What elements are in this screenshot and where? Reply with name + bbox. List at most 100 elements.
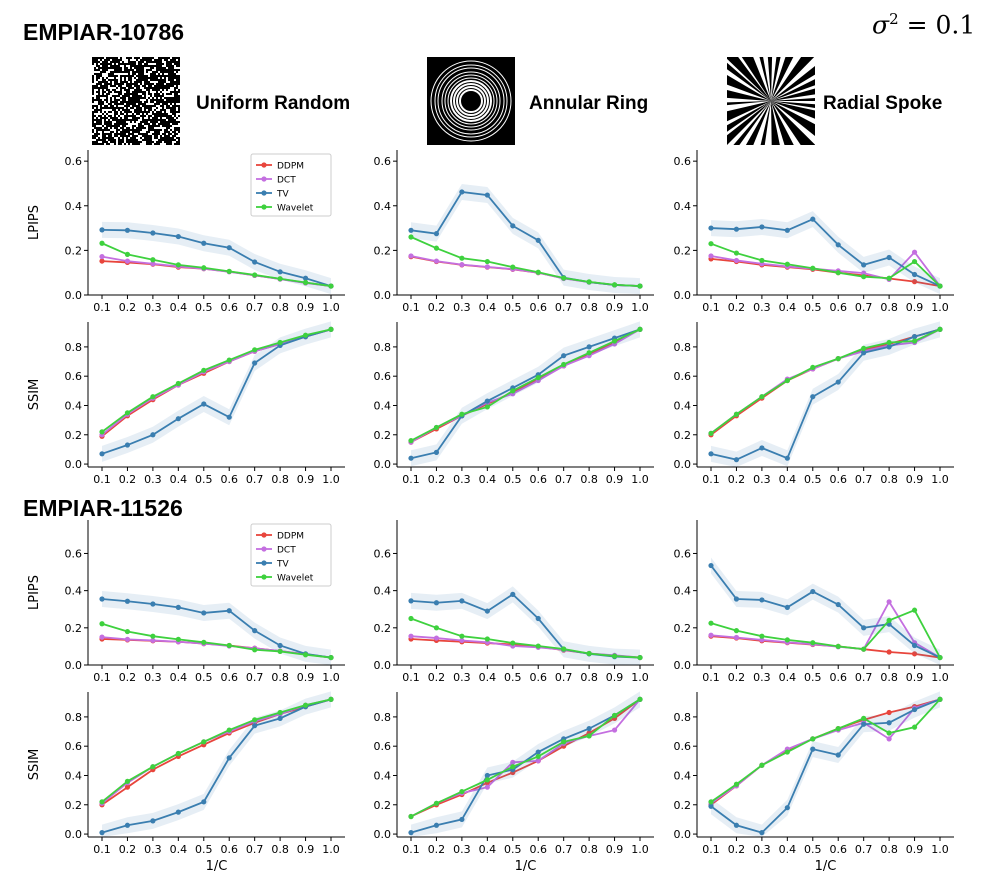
data-point-wavelet <box>937 654 943 661</box>
data-point-wavelet <box>835 270 841 276</box>
tv-band <box>411 321 640 467</box>
x-tick-label: 0.3 <box>144 671 162 684</box>
data-point-wavelet <box>226 268 232 274</box>
data-point-tv <box>810 746 816 752</box>
data-point-ddpm <box>124 784 131 790</box>
y-tick-label: 0.4 <box>374 769 392 782</box>
series-line-wavelet <box>410 328 641 442</box>
chart-panel-3-2: 0.0 0.2 0.4 0.6 0.1 0.2 0.3 0.4 0.5 0.6 0.7 0.8 0.9 1… <box>374 520 654 684</box>
x-tick-label: 0.1 <box>702 301 720 314</box>
data-point-wavelet <box>459 788 465 795</box>
data-point-wavelet <box>861 274 867 280</box>
series-line-wavelet <box>410 236 641 287</box>
x-axis-label: 1/C <box>515 859 537 874</box>
data-point-tv <box>175 416 181 422</box>
data-point-wavelet <box>611 282 618 288</box>
x-tick-label: 0.8 <box>880 843 898 856</box>
x-tick-label: 1.0 <box>631 473 649 486</box>
data-point-tv <box>861 262 867 268</box>
data-point-tv <box>201 799 207 805</box>
data-point-tv <box>124 227 131 233</box>
x-tick-label: 0.8 <box>271 671 289 684</box>
x-tick-label: 0.3 <box>144 473 162 486</box>
tv-band <box>411 183 640 295</box>
sigma-symbol: σ <box>872 10 890 40</box>
data-point-wavelet <box>637 696 643 702</box>
data-point-wavelet <box>835 726 841 732</box>
x-tick-label: 0.7 <box>555 843 573 856</box>
data-point-tv <box>226 414 232 420</box>
x-tick-label: 0.1 <box>702 843 720 856</box>
data-point-wavelet <box>99 799 105 805</box>
data-point-wavelet <box>611 338 618 344</box>
y-tick-label: 0.4 <box>65 200 83 213</box>
data-point-tv <box>433 449 440 455</box>
data-point-tv <box>201 610 207 616</box>
data-point-tv <box>459 189 465 195</box>
x-tick-label: 0.1 <box>402 671 420 684</box>
data-point-wavelet <box>328 283 334 289</box>
y-tick-label: 0.0 <box>674 659 692 672</box>
series-line-dct <box>710 599 941 659</box>
data-point-ddpm <box>911 279 918 285</box>
data-point-wavelet <box>408 438 414 444</box>
data-point-tv <box>150 432 156 438</box>
legend-marker <box>261 560 267 566</box>
data-point-wavelet <box>810 640 816 646</box>
x-tick-label: 0.6 <box>829 843 847 856</box>
data-point-tv <box>99 451 105 457</box>
x-tick-label: 0.3 <box>453 671 471 684</box>
x-tick-label: 0.4 <box>779 473 797 486</box>
x-tick-label: 0.2 <box>119 671 137 684</box>
chart-panel-3-3: 0.0 0.2 0.4 0.6 0.1 0.2 0.3 0.4 0.5 0.6 0.7 0.8 0.9 1… <box>674 520 954 684</box>
data-point-wavelet <box>911 258 918 265</box>
legend-marker <box>261 190 267 196</box>
x-tick-label: 0.5 <box>195 473 213 486</box>
data-point-wavelet <box>535 375 541 381</box>
data-point-dct <box>459 637 465 644</box>
x-tick-label: 1.0 <box>931 671 949 684</box>
series-line-tv <box>410 328 641 460</box>
tv-band <box>711 211 940 295</box>
data-point-dct <box>124 258 131 264</box>
x-tick-label: 0.8 <box>271 473 289 486</box>
data-point-wavelet <box>810 265 816 271</box>
x-tick-label: 1.0 <box>631 301 649 314</box>
x-tick-label: 0.2 <box>428 671 446 684</box>
data-point-wavelet <box>201 739 207 745</box>
data-point-wavelet <box>733 250 740 256</box>
data-point-wavelet <box>201 639 207 645</box>
data-point-tv <box>586 344 592 350</box>
data-point-tv <box>252 723 258 729</box>
y-tick-label: 0.4 <box>674 585 692 598</box>
sigma-exponent: 2 <box>889 10 899 28</box>
data-point-dct <box>535 758 541 764</box>
x-tick-label: 0.6 <box>529 301 547 314</box>
y-tick-label: 0.0 <box>65 289 83 302</box>
legend-box <box>250 523 332 587</box>
data-point-wavelet <box>150 257 156 263</box>
data-point-wavelet <box>408 234 414 240</box>
data-point-tv <box>810 216 816 222</box>
x-tick-label: 0.6 <box>829 301 847 314</box>
data-point-wavelet <box>201 265 207 271</box>
x-tick-label: 0.3 <box>453 843 471 856</box>
chart-panel-4-2: 0.0 0.2 0.4 0.6 0.8 0.1 0.2 0.3 0.4 0.5 0.6 0.7 0.8 0… <box>374 691 654 874</box>
y-tick-label: 0.6 <box>65 547 83 560</box>
x-tick-label: 0.4 <box>479 473 497 486</box>
data-point-dct <box>911 249 918 255</box>
y-tick-label: 0.2 <box>374 244 392 257</box>
tv-band <box>711 691 940 837</box>
data-point-tv <box>99 227 105 233</box>
data-point-tv <box>408 830 414 836</box>
data-point-wavelet <box>886 730 892 736</box>
y-tick-label: 0.8 <box>65 711 83 724</box>
x-tick-label: 0.5 <box>195 301 213 314</box>
x-tick-label: 0.9 <box>297 473 315 486</box>
data-point-dct <box>611 727 618 733</box>
data-point-tv <box>175 233 181 240</box>
y-tick-label: 0.2 <box>374 429 392 442</box>
data-point-wavelet <box>226 642 232 649</box>
data-point-tv <box>911 706 918 713</box>
data-point-wavelet <box>708 799 714 805</box>
